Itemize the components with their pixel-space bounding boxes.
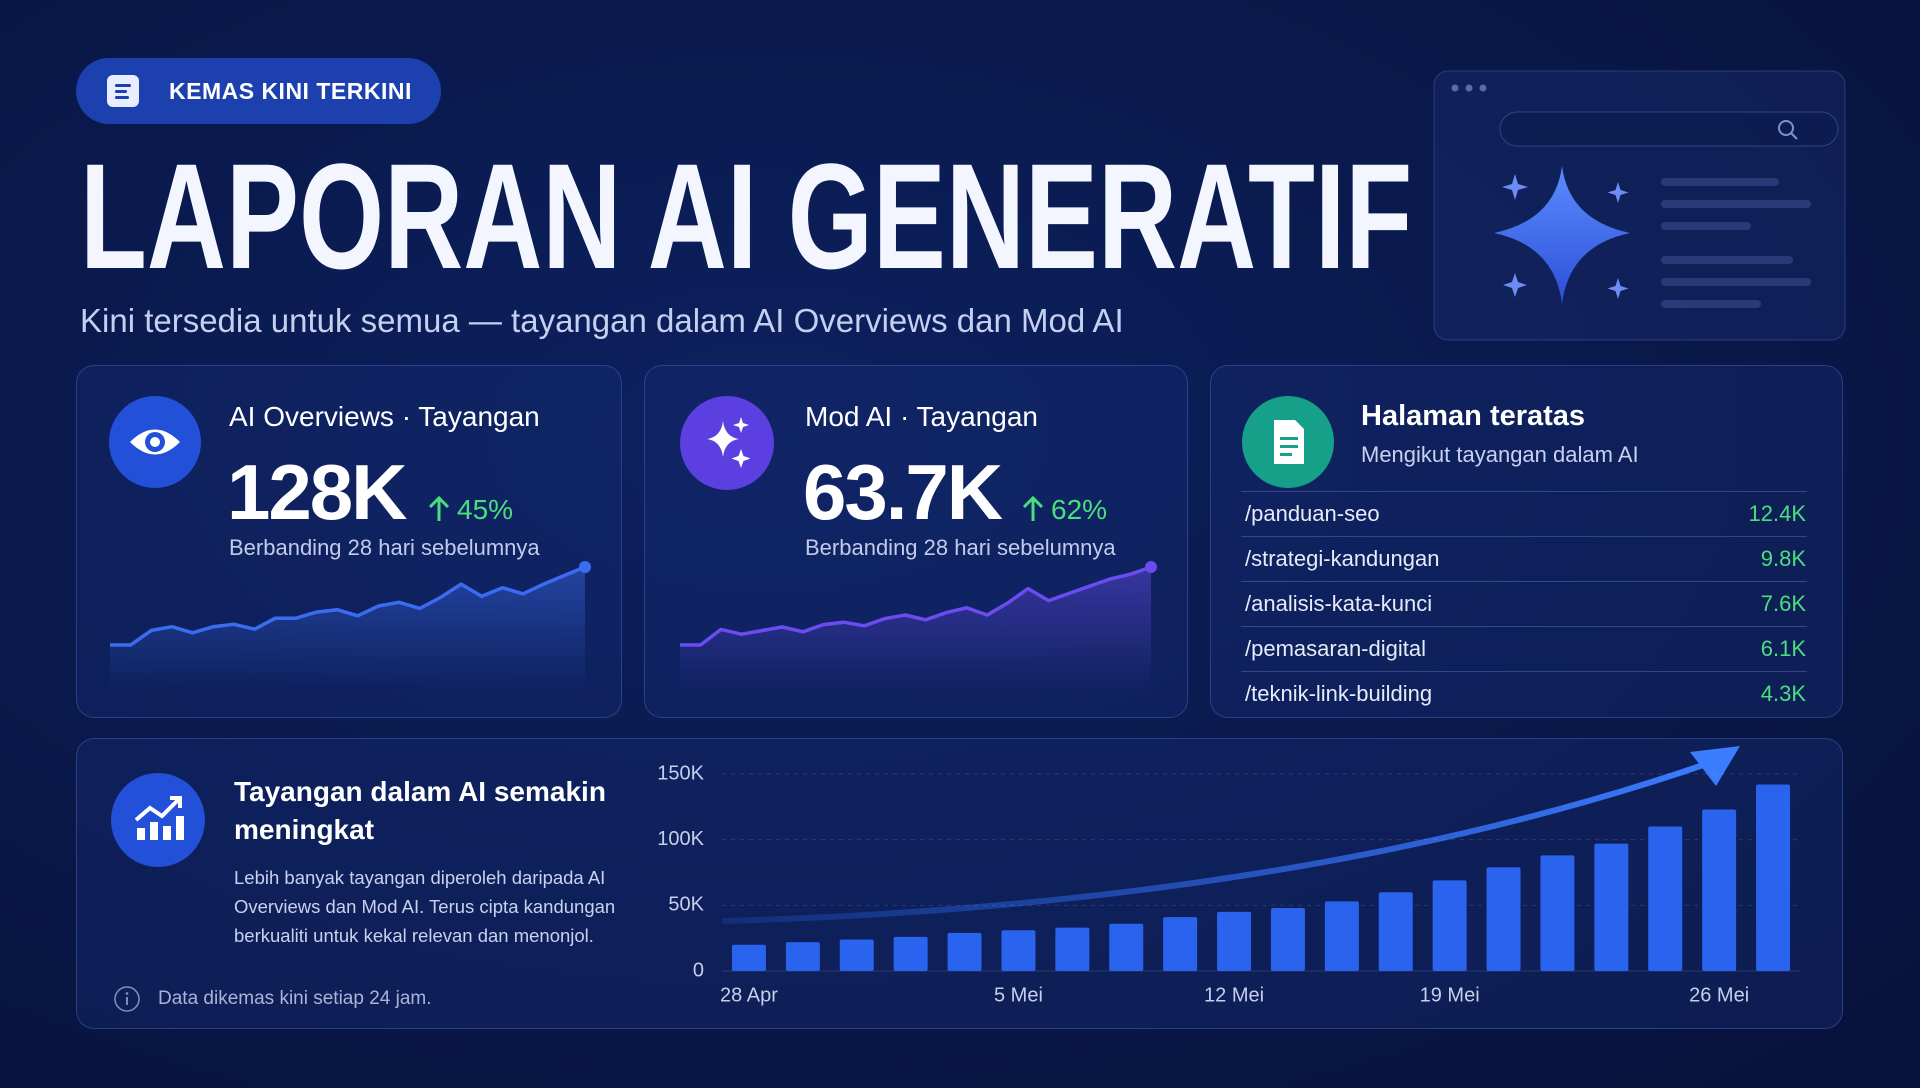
trend-title: Tayangan dalam AI semakin meningkat bbox=[234, 776, 606, 845]
bar bbox=[1378, 892, 1413, 971]
row-divider bbox=[1241, 536, 1807, 537]
row-divider bbox=[1241, 626, 1807, 627]
bar bbox=[1648, 826, 1683, 971]
bar bbox=[1217, 911, 1252, 971]
bar bbox=[947, 932, 982, 971]
x-tick-label: 5 Mei bbox=[994, 984, 1043, 1006]
top-pages-subtitle: Mengikut tayangan dalam AI bbox=[1361, 442, 1639, 467]
x-tick-label: 28 Apr bbox=[720, 984, 778, 1006]
metric-value: 128K bbox=[227, 448, 407, 536]
y-tick-label: 50K bbox=[668, 894, 704, 916]
y-tick-label: 100K bbox=[657, 828, 704, 850]
x-tick-label: 26 Mei bbox=[1689, 984, 1749, 1006]
bar bbox=[1324, 901, 1359, 971]
trend-body: Lebih banyak tayangan diperoleh daripada… bbox=[234, 867, 616, 946]
row-divider bbox=[1241, 671, 1807, 672]
page-views: 12.4K bbox=[1748, 501, 1807, 526]
x-tick-label: 19 Mei bbox=[1420, 984, 1480, 1006]
bar bbox=[1432, 880, 1467, 971]
up-arrow bbox=[1022, 495, 1044, 521]
metric-change: 45% bbox=[457, 494, 514, 525]
row-divider bbox=[1241, 581, 1807, 582]
sparkline-end bbox=[579, 561, 591, 573]
page-path: /panduan-seo bbox=[1245, 501, 1380, 526]
page-path: /strategi-kandungan bbox=[1245, 546, 1440, 571]
chart-icon bbox=[111, 773, 205, 867]
bar bbox=[1109, 923, 1144, 971]
bar bbox=[1594, 843, 1629, 971]
bar bbox=[785, 942, 820, 971]
info-icon bbox=[114, 986, 140, 1012]
sparkle-icon bbox=[680, 396, 774, 490]
badge: KEMAS KINI TERKINI bbox=[76, 58, 441, 124]
page-views: 6.1K bbox=[1760, 636, 1806, 661]
page-views: 9.8K bbox=[1760, 546, 1806, 571]
bar bbox=[1540, 855, 1575, 971]
bar bbox=[731, 944, 766, 971]
badge-label: KEMAS KINI TERKINI bbox=[169, 78, 412, 104]
top-pages-title: Halaman teratas bbox=[1361, 400, 1586, 432]
document-icon bbox=[1242, 396, 1334, 488]
metric-note: Berbanding 28 hari sebelumnya bbox=[229, 535, 540, 560]
y-tick-label: 150K bbox=[657, 762, 704, 784]
x-tick-label: 12 Mei bbox=[1204, 984, 1264, 1006]
sparkline bbox=[680, 565, 1152, 647]
metric-value: 63.7K bbox=[803, 448, 1003, 536]
row-divider bbox=[1241, 491, 1807, 492]
page-views: 4.3K bbox=[1760, 681, 1806, 706]
bar bbox=[1756, 784, 1791, 971]
page-subtitle: Kini tersedia untuk semua — tayangan dal… bbox=[80, 302, 1124, 339]
bar bbox=[1001, 930, 1036, 971]
bar bbox=[1270, 907, 1305, 971]
sparkline-area bbox=[680, 567, 1151, 690]
page-title: LAPORAN AI GENERATIF bbox=[80, 132, 1413, 300]
eye-icon bbox=[109, 396, 201, 488]
bar bbox=[1702, 809, 1737, 971]
bar bbox=[1486, 867, 1521, 971]
sparkline-area bbox=[110, 567, 585, 690]
page-path: /teknik-link-building bbox=[1245, 681, 1433, 706]
page-path: /pemasaran-digital bbox=[1245, 636, 1426, 661]
browser-illustration bbox=[1433, 70, 1846, 341]
up-arrow bbox=[428, 495, 450, 521]
metric-note: Berbanding 28 hari sebelumnya bbox=[805, 535, 1116, 560]
page-views: 7.6K bbox=[1760, 591, 1806, 616]
bar bbox=[893, 936, 928, 971]
top-pages-card: Halaman teratas Mengikut tayangan dalam … bbox=[1210, 365, 1843, 718]
metric-change: 62% bbox=[1051, 494, 1108, 525]
footnote: Data dikemas kini setiap 24 jam. bbox=[158, 988, 432, 1009]
badge-icon bbox=[107, 75, 139, 107]
sparkline bbox=[110, 565, 586, 647]
page-path: /analisis-kata-kunci bbox=[1245, 591, 1433, 616]
y-tick-label: 0 bbox=[693, 959, 704, 981]
sparkline-end bbox=[1145, 561, 1157, 573]
metric-title: AI Overviews · Tayangan bbox=[229, 401, 540, 432]
bar bbox=[1163, 917, 1198, 971]
trend-arrow-head bbox=[1690, 746, 1740, 786]
trend-arrow bbox=[721, 759, 1713, 924]
bar bbox=[839, 939, 874, 971]
bar bbox=[1055, 927, 1090, 971]
metric-title: Mod AI · Tayangan bbox=[805, 401, 1038, 432]
